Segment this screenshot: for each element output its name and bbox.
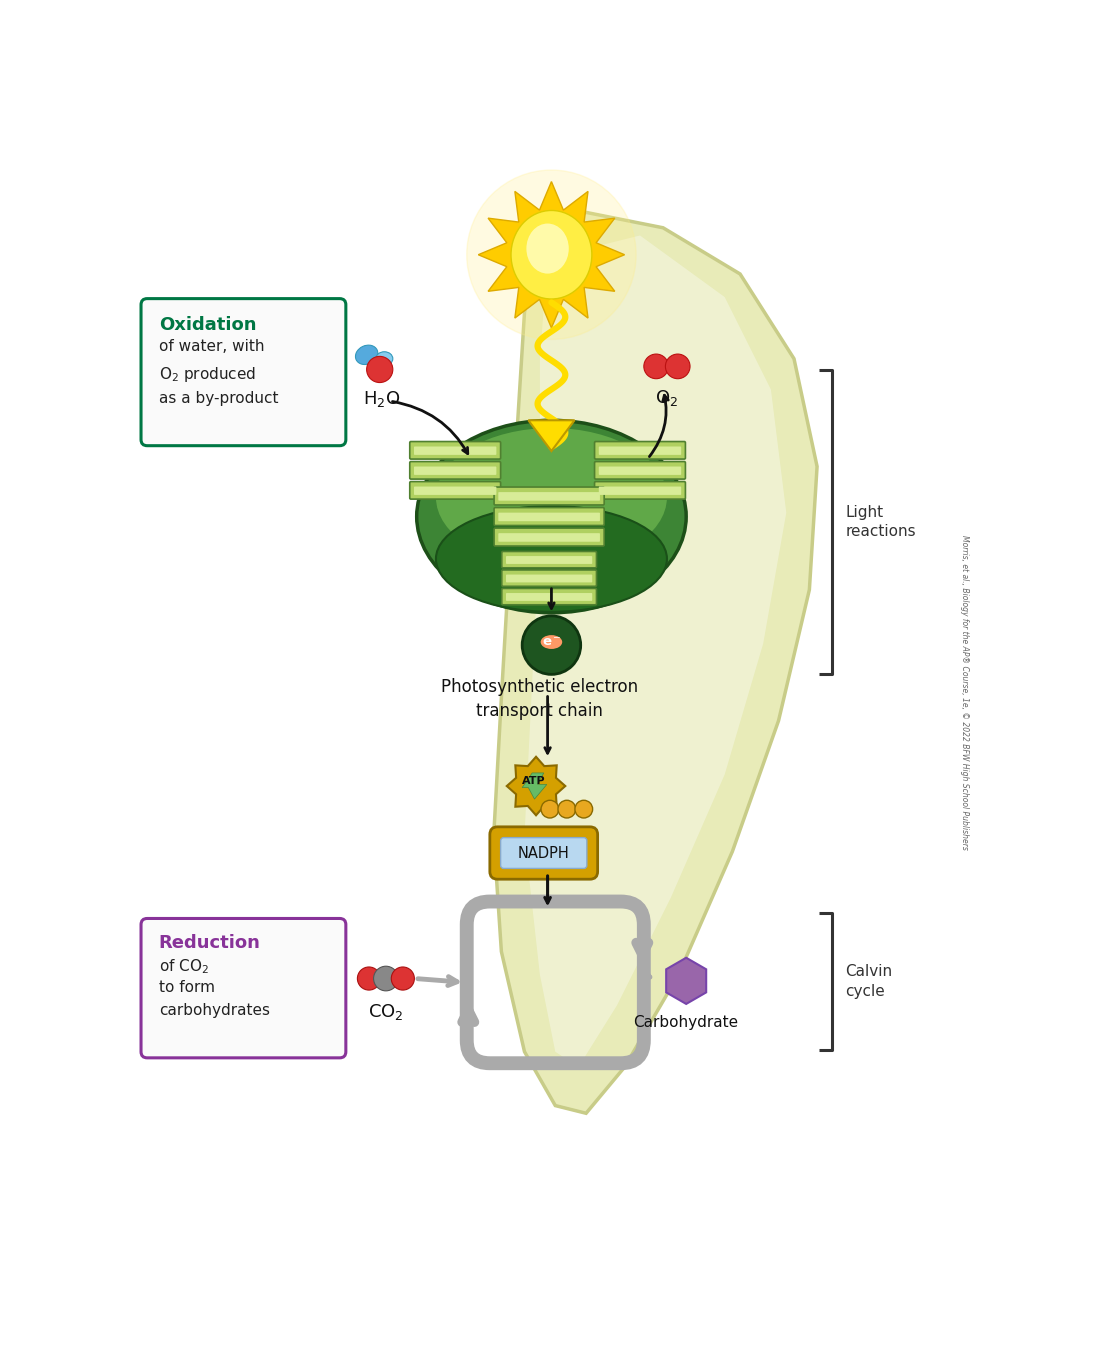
FancyBboxPatch shape (410, 442, 501, 460)
Ellipse shape (435, 428, 667, 567)
Text: CO$_2$: CO$_2$ (368, 1002, 404, 1022)
FancyBboxPatch shape (410, 461, 501, 479)
FancyBboxPatch shape (507, 575, 592, 582)
FancyBboxPatch shape (502, 589, 596, 605)
Circle shape (373, 966, 398, 991)
FancyBboxPatch shape (141, 918, 346, 1058)
Polygon shape (478, 181, 625, 328)
FancyBboxPatch shape (498, 513, 600, 521)
Text: Photosynthetic electron
transport chain: Photosynthetic electron transport chain (441, 678, 639, 720)
FancyBboxPatch shape (594, 461, 686, 479)
Circle shape (522, 616, 581, 675)
Text: as a by-product: as a by-product (159, 391, 278, 406)
Ellipse shape (540, 635, 562, 649)
Text: to form: to form (159, 980, 214, 995)
Circle shape (558, 800, 575, 818)
FancyBboxPatch shape (490, 827, 597, 879)
Ellipse shape (435, 506, 667, 612)
Text: Oxidation: Oxidation (159, 317, 256, 335)
FancyBboxPatch shape (414, 487, 497, 495)
Polygon shape (493, 213, 817, 1113)
Text: of CO$_2$: of CO$_2$ (159, 958, 209, 975)
Text: e$^-$: e$^-$ (542, 637, 561, 649)
FancyBboxPatch shape (498, 493, 600, 501)
Text: of water, with: of water, with (159, 339, 265, 354)
Polygon shape (507, 757, 566, 815)
Text: carbohydrates: carbohydrates (159, 1003, 270, 1018)
Circle shape (467, 170, 636, 339)
FancyBboxPatch shape (494, 528, 604, 546)
FancyBboxPatch shape (598, 446, 682, 456)
Ellipse shape (511, 210, 592, 299)
FancyBboxPatch shape (594, 442, 686, 460)
Circle shape (358, 967, 381, 991)
Text: ATP: ATP (522, 777, 546, 786)
Ellipse shape (417, 420, 686, 613)
FancyBboxPatch shape (502, 569, 596, 586)
FancyBboxPatch shape (414, 466, 497, 475)
FancyBboxPatch shape (507, 593, 592, 601)
Circle shape (644, 354, 668, 379)
FancyBboxPatch shape (494, 487, 604, 505)
FancyBboxPatch shape (141, 299, 346, 446)
Circle shape (665, 354, 690, 379)
Circle shape (542, 800, 559, 818)
FancyBboxPatch shape (598, 487, 682, 495)
FancyBboxPatch shape (498, 534, 600, 542)
Text: Light
reactions: Light reactions (846, 505, 916, 539)
Text: O$_2$ produced: O$_2$ produced (159, 365, 256, 384)
Circle shape (392, 967, 415, 991)
FancyBboxPatch shape (410, 482, 501, 499)
Text: Reduction: Reduction (159, 934, 260, 952)
Polygon shape (666, 958, 707, 1004)
Text: NADPH: NADPH (517, 845, 570, 860)
Polygon shape (522, 772, 547, 799)
Text: Calvin
cycle: Calvin cycle (846, 965, 893, 999)
FancyBboxPatch shape (594, 482, 686, 499)
Polygon shape (528, 420, 574, 451)
Ellipse shape (356, 346, 377, 365)
FancyBboxPatch shape (598, 466, 682, 475)
Circle shape (575, 800, 593, 818)
FancyBboxPatch shape (494, 508, 604, 525)
FancyBboxPatch shape (502, 552, 596, 568)
Text: O$_2$: O$_2$ (655, 388, 678, 407)
FancyBboxPatch shape (507, 556, 592, 564)
Polygon shape (524, 236, 787, 1067)
Circle shape (366, 357, 393, 383)
Text: Carbohydrate: Carbohydrate (633, 1015, 738, 1030)
Ellipse shape (526, 224, 569, 273)
FancyBboxPatch shape (414, 446, 497, 456)
Ellipse shape (376, 351, 393, 365)
Text: Morris, et al., Biology for the AP® Course, 1e, © 2022 BFW High School Publisher: Morris, et al., Biology for the AP® Cour… (961, 535, 969, 851)
Text: H$_2$O: H$_2$O (363, 390, 400, 409)
FancyBboxPatch shape (501, 838, 586, 868)
